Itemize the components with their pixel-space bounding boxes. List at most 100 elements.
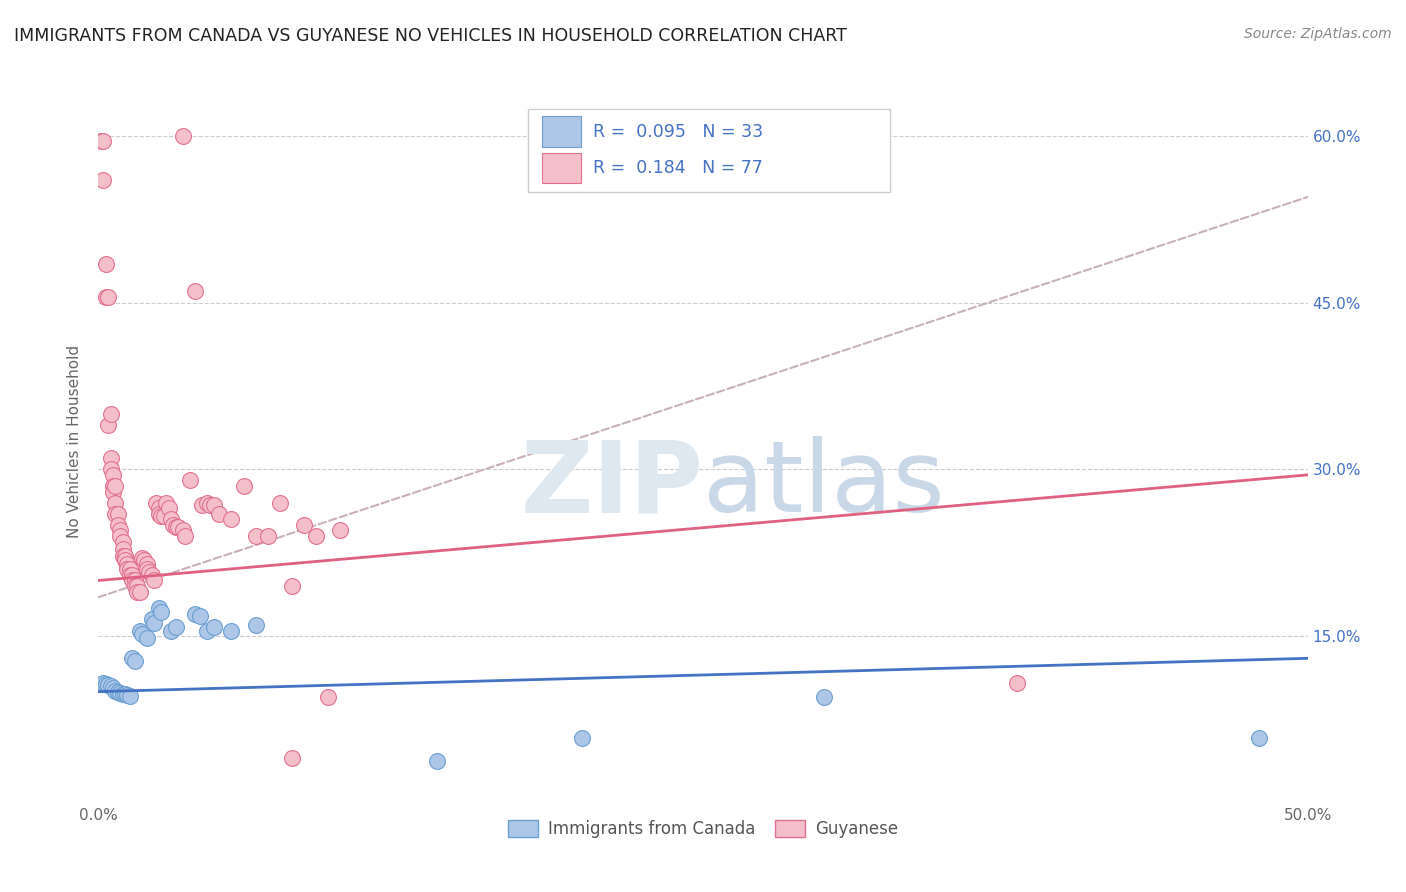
Point	[118, 689, 141, 703]
Point	[101, 681, 124, 696]
Point	[94, 290, 117, 304]
Point	[150, 605, 173, 619]
Point	[104, 496, 127, 510]
Point	[108, 686, 131, 700]
Point	[127, 584, 149, 599]
Point	[121, 568, 143, 582]
Point	[184, 285, 207, 299]
Point	[148, 501, 170, 516]
Point	[108, 529, 131, 543]
Point	[426, 754, 449, 768]
Point	[221, 624, 243, 638]
Point	[97, 290, 120, 304]
Point	[232, 479, 254, 493]
Point	[94, 677, 117, 691]
Point	[121, 574, 143, 588]
Point	[127, 579, 149, 593]
Point	[111, 534, 134, 549]
Point	[160, 624, 183, 638]
Point	[281, 579, 304, 593]
Point	[114, 553, 136, 567]
Point	[208, 507, 231, 521]
Point	[1249, 731, 1271, 746]
Point	[155, 496, 177, 510]
Point	[141, 612, 163, 626]
Point	[141, 568, 163, 582]
Point	[124, 574, 146, 588]
Point	[160, 512, 183, 526]
Point	[104, 683, 127, 698]
Point	[204, 498, 226, 512]
Point	[571, 731, 593, 746]
Point	[174, 529, 197, 543]
Point	[118, 568, 141, 582]
Point	[91, 675, 114, 690]
Text: IMMIGRANTS FROM CANADA VS GUYANESE NO VEHICLES IN HOUSEHOLD CORRELATION CHART: IMMIGRANTS FROM CANADA VS GUYANESE NO VE…	[14, 27, 846, 45]
Point	[101, 467, 124, 482]
Point	[813, 690, 835, 705]
Point	[165, 620, 187, 634]
Point	[138, 565, 160, 579]
Point	[135, 632, 157, 646]
Point	[97, 417, 120, 432]
Point	[135, 562, 157, 576]
Point	[143, 615, 166, 630]
Point	[172, 524, 194, 538]
Point	[91, 173, 114, 187]
Point	[195, 496, 218, 510]
Point	[124, 653, 146, 667]
Point	[114, 687, 136, 701]
Point	[281, 751, 304, 765]
FancyBboxPatch shape	[543, 153, 581, 183]
Point	[245, 529, 267, 543]
Text: Source: ZipAtlas.com: Source: ZipAtlas.com	[1244, 27, 1392, 41]
Point	[114, 549, 136, 563]
Point	[292, 517, 315, 532]
Point	[124, 579, 146, 593]
Point	[100, 679, 122, 693]
Point	[152, 508, 174, 523]
FancyBboxPatch shape	[527, 109, 890, 193]
Point	[104, 507, 127, 521]
Point	[305, 529, 328, 543]
Text: R =  0.095   N = 33: R = 0.095 N = 33	[593, 122, 763, 141]
Point	[101, 484, 124, 499]
Point	[150, 508, 173, 523]
Point	[134, 553, 156, 567]
Point	[131, 551, 153, 566]
Point	[104, 479, 127, 493]
Point	[128, 624, 150, 638]
Point	[184, 607, 207, 621]
Point	[172, 128, 194, 143]
Point	[128, 584, 150, 599]
Point	[221, 512, 243, 526]
Legend: Immigrants from Canada, Guyanese: Immigrants from Canada, Guyanese	[501, 814, 905, 845]
Point	[107, 507, 129, 521]
Point	[188, 609, 211, 624]
Point	[111, 542, 134, 557]
Point	[100, 451, 122, 466]
Point	[107, 684, 129, 698]
Point	[111, 687, 134, 701]
Point	[135, 557, 157, 571]
Point	[143, 574, 166, 588]
Point	[167, 520, 190, 534]
Point	[107, 517, 129, 532]
Point	[131, 627, 153, 641]
Text: R =  0.184   N = 77: R = 0.184 N = 77	[593, 159, 763, 177]
Point	[117, 688, 139, 702]
Text: ZIP: ZIP	[520, 436, 703, 533]
Point	[118, 562, 141, 576]
Point	[162, 517, 184, 532]
Point	[90, 135, 112, 149]
Point	[117, 557, 139, 571]
Point	[198, 498, 221, 512]
Point	[191, 498, 214, 512]
Point	[145, 496, 167, 510]
FancyBboxPatch shape	[543, 117, 581, 147]
Point	[329, 524, 352, 538]
Point	[111, 549, 134, 563]
Text: atlas: atlas	[703, 436, 945, 533]
Point	[148, 507, 170, 521]
Point	[91, 135, 114, 149]
